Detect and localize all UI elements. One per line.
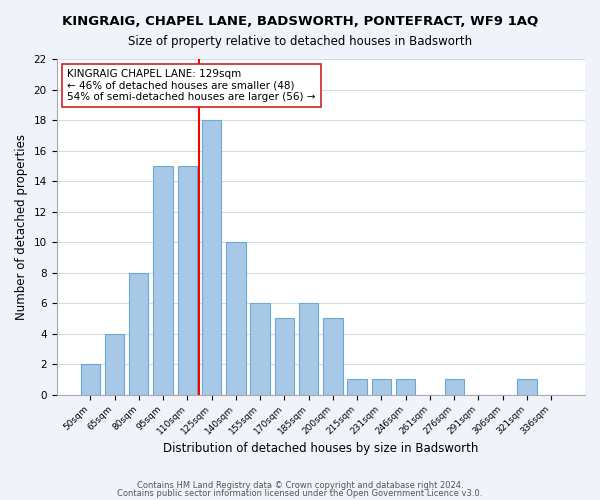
Bar [154, 166, 173, 394]
Bar [202, 120, 221, 394]
Bar [517, 380, 537, 394]
Text: Contains HM Land Registry data © Crown copyright and database right 2024.: Contains HM Land Registry data © Crown c… [137, 481, 463, 490]
Text: Size of property relative to detached houses in Badsworth: Size of property relative to detached ho… [128, 35, 472, 48]
Y-axis label: Number of detached properties: Number of detached properties [15, 134, 28, 320]
Text: KINGRAIG, CHAPEL LANE, BADSWORTH, PONTEFRACT, WF9 1AQ: KINGRAIG, CHAPEL LANE, BADSWORTH, PONTEF… [62, 15, 538, 28]
Bar [105, 334, 124, 394]
Text: KINGRAIG CHAPEL LANE: 129sqm
← 46% of detached houses are smaller (48)
54% of se: KINGRAIG CHAPEL LANE: 129sqm ← 46% of de… [67, 69, 316, 102]
Bar [250, 303, 270, 394]
Bar [299, 303, 319, 394]
Bar [445, 380, 464, 394]
Bar [226, 242, 245, 394]
X-axis label: Distribution of detached houses by size in Badsworth: Distribution of detached houses by size … [163, 442, 478, 455]
Bar [396, 380, 415, 394]
Bar [323, 318, 343, 394]
Bar [178, 166, 197, 394]
Bar [80, 364, 100, 394]
Bar [275, 318, 294, 394]
Bar [129, 272, 148, 394]
Text: Contains public sector information licensed under the Open Government Licence v3: Contains public sector information licen… [118, 488, 482, 498]
Bar [372, 380, 391, 394]
Bar [347, 380, 367, 394]
